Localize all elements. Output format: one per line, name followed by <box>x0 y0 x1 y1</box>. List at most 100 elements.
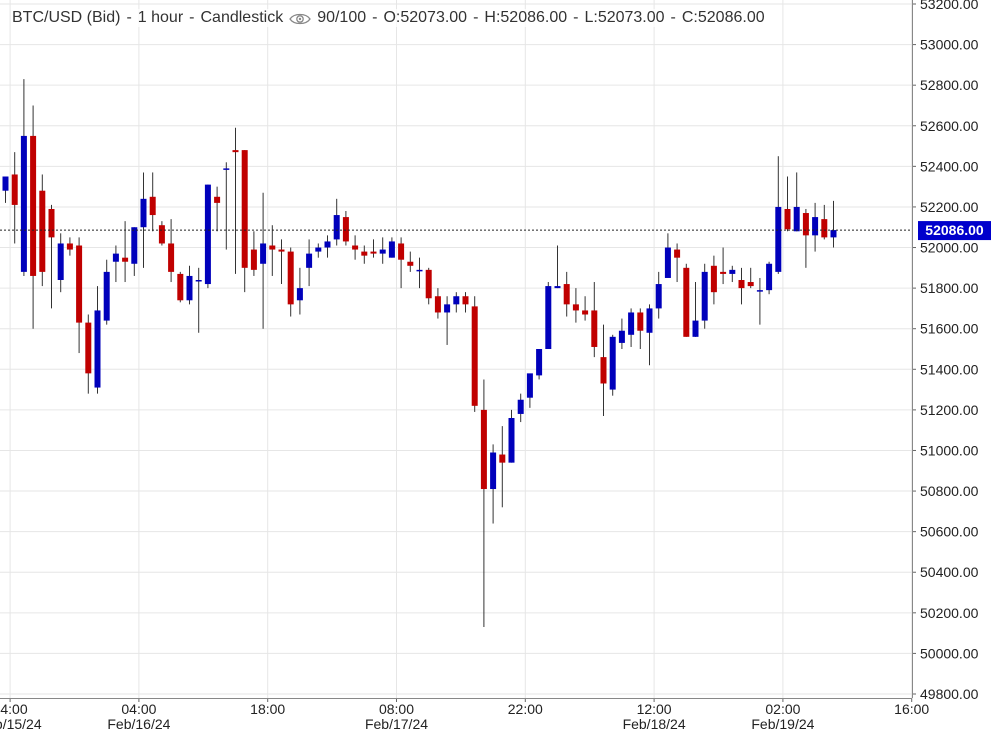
candle[interactable] <box>306 239 313 287</box>
candle-body-down <box>39 190 46 272</box>
candle[interactable] <box>168 219 175 283</box>
candle[interactable] <box>48 204 55 309</box>
candle[interactable] <box>554 245 561 289</box>
candle[interactable] <box>609 334 616 396</box>
candle[interactable] <box>664 233 671 278</box>
candle[interactable] <box>655 271 662 319</box>
candle[interactable] <box>204 184 211 289</box>
candle[interactable] <box>94 286 101 394</box>
candle[interactable] <box>186 265 193 305</box>
candle[interactable] <box>177 271 184 303</box>
candle[interactable] <box>545 282 552 349</box>
candle[interactable] <box>756 277 763 325</box>
candle[interactable] <box>701 263 708 329</box>
candle[interactable] <box>103 259 110 325</box>
candle[interactable] <box>563 271 570 317</box>
candle[interactable] <box>591 282 598 358</box>
candle[interactable] <box>352 235 359 260</box>
candle[interactable] <box>11 152 18 244</box>
candle[interactable] <box>278 239 285 285</box>
candle[interactable] <box>241 150 248 293</box>
candle[interactable] <box>738 267 745 305</box>
candle[interactable] <box>637 308 644 349</box>
candle[interactable] <box>333 198 340 246</box>
candle[interactable] <box>536 349 543 380</box>
candle[interactable] <box>674 243 681 283</box>
candle[interactable] <box>453 292 460 313</box>
candle[interactable] <box>793 172 800 232</box>
candle[interactable] <box>112 245 119 283</box>
candle[interactable] <box>416 257 423 289</box>
candle[interactable] <box>85 314 92 394</box>
candle[interactable] <box>471 296 478 412</box>
candle[interactable] <box>600 324 607 416</box>
candle[interactable] <box>830 200 837 248</box>
candle[interactable] <box>250 231 257 276</box>
candle[interactable] <box>628 308 635 347</box>
candle[interactable] <box>425 267 432 305</box>
candle[interactable] <box>232 127 239 274</box>
candle-body-up <box>812 217 819 236</box>
candle[interactable] <box>812 202 819 252</box>
candle[interactable] <box>747 267 754 289</box>
candle[interactable] <box>342 211 349 246</box>
candle[interactable] <box>30 105 37 329</box>
candle[interactable] <box>618 318 625 349</box>
candle[interactable] <box>720 247 727 285</box>
candle[interactable] <box>784 176 791 232</box>
candle[interactable] <box>66 237 73 256</box>
candle[interactable] <box>20 79 27 276</box>
candle[interactable] <box>462 292 469 313</box>
candle[interactable] <box>76 237 83 354</box>
candle[interactable] <box>444 296 451 345</box>
candle[interactable] <box>315 243 322 258</box>
candle[interactable] <box>490 444 497 524</box>
candle[interactable] <box>122 221 129 283</box>
candle[interactable] <box>526 373 533 408</box>
candle[interactable] <box>131 227 138 276</box>
candle[interactable] <box>223 162 230 250</box>
candle[interactable] <box>287 247 294 317</box>
chart-style-label[interactable]: Candlestick <box>200 9 284 26</box>
candle-body-up <box>545 286 552 349</box>
candle[interactable] <box>821 204 828 240</box>
candle[interactable] <box>572 288 579 323</box>
candle[interactable] <box>434 288 441 319</box>
candle[interactable] <box>379 237 386 264</box>
candle[interactable] <box>766 261 773 295</box>
candle[interactable] <box>729 265 736 283</box>
y-tick-label: 51400.00 <box>920 361 979 377</box>
candle[interactable] <box>802 208 809 268</box>
candle[interactable] <box>57 233 64 293</box>
candle[interactable] <box>296 267 303 315</box>
candle[interactable] <box>269 225 276 276</box>
eye-icon[interactable] <box>289 12 311 26</box>
candle[interactable] <box>324 235 331 258</box>
candle[interactable] <box>582 296 589 321</box>
candle[interactable] <box>683 263 690 337</box>
candle[interactable] <box>407 251 414 272</box>
candle[interactable] <box>158 221 165 246</box>
candle[interactable] <box>480 379 487 628</box>
candle[interactable] <box>195 267 202 333</box>
candle[interactable] <box>370 239 377 258</box>
candle[interactable] <box>508 409 515 463</box>
candle[interactable] <box>39 174 46 287</box>
candle[interactable] <box>710 255 717 305</box>
candle[interactable] <box>149 172 156 232</box>
candle[interactable] <box>2 176 9 203</box>
candle[interactable] <box>692 282 699 337</box>
candle[interactable] <box>388 237 395 258</box>
candle[interactable] <box>140 172 147 268</box>
candle[interactable] <box>499 426 506 508</box>
candle[interactable] <box>646 304 653 366</box>
candle[interactable] <box>398 237 405 289</box>
candle[interactable] <box>214 186 221 232</box>
candle[interactable] <box>775 156 782 274</box>
candle[interactable] <box>361 245 368 264</box>
interval-label[interactable]: 1 hour <box>137 9 184 26</box>
candle[interactable] <box>517 393 524 423</box>
candle-body-up <box>453 296 460 305</box>
candle[interactable] <box>260 192 267 329</box>
